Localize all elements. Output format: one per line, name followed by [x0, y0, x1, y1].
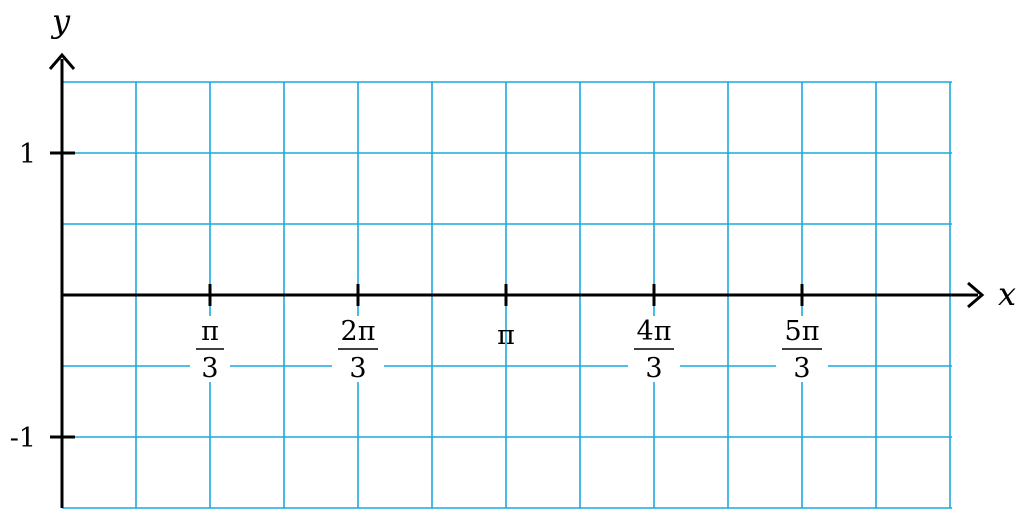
x-tick-label-numerator: π [201, 316, 219, 347]
x-axis-arrowhead [967, 281, 985, 309]
y-axis-arrowhead [48, 52, 76, 70]
x-tick-label-denominator: 3 [645, 353, 662, 384]
x-tick-label-numerator: 5π [785, 316, 820, 347]
x-tick-label-numerator: 4π [637, 316, 672, 347]
x-tick-label: π [497, 320, 515, 351]
y-tick-label: -1 [10, 423, 36, 454]
x-tick-label-denominator: 3 [793, 353, 810, 384]
x-tick-label-denominator: 3 [349, 353, 366, 384]
x-tick-label-denominator: 3 [201, 353, 218, 384]
x-tick-label-numerator: 2π [341, 316, 376, 347]
y-tick-label: 1 [19, 139, 36, 170]
x-axis-label: x [998, 275, 1016, 313]
ticks: 1 -1 π 3 2π 3 π 4π 3 5π 3 [10, 139, 823, 454]
y-axis-label: y [50, 2, 71, 40]
